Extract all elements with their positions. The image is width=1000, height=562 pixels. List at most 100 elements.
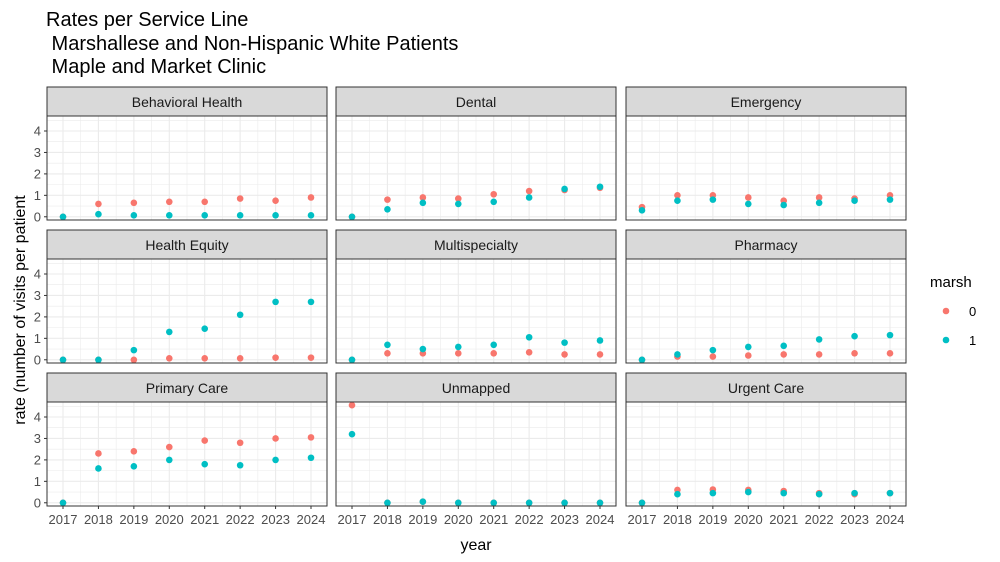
panel-border	[46, 115, 328, 221]
x-tick-label: 2020	[734, 512, 763, 527]
data-point-series-1	[59, 213, 67, 221]
data-point-series-1	[490, 198, 498, 206]
data-point-series-0	[272, 354, 279, 361]
data-point-series-0	[165, 443, 173, 451]
data-point-series-1	[780, 342, 788, 350]
data-point-series-1	[815, 336, 823, 343]
data-point-series-0	[886, 350, 894, 357]
data-point-series-1	[596, 337, 604, 344]
facet-strip	[625, 229, 907, 260]
data-point-series-1	[744, 343, 752, 351]
data-point-series-1	[384, 341, 391, 349]
data-point-series-0	[490, 190, 498, 198]
data-point-series-0	[454, 195, 462, 202]
data-point-series-1	[674, 197, 681, 205]
data-point-series-1	[638, 356, 646, 364]
data-point-series-1	[384, 499, 391, 507]
x-tick-label: 2021	[769, 512, 798, 527]
data-point-series-0	[201, 437, 209, 444]
data-point-series-1	[709, 346, 717, 354]
legend-item: 0	[942, 304, 976, 319]
data-point-series-1	[744, 200, 752, 208]
x-tick-label: 2021	[190, 512, 219, 527]
data-point-series-1	[201, 211, 209, 219]
data-point-series-0	[815, 351, 823, 358]
facet-strip-label: Dental	[456, 94, 496, 110]
data-point-series-0	[384, 350, 391, 357]
data-point-series-1	[236, 461, 244, 469]
data-point-series-1	[130, 211, 138, 219]
data-point-series-1	[130, 346, 138, 354]
data-point-series-1	[780, 489, 788, 497]
data-point-series-1	[95, 356, 102, 364]
data-point-series-1	[744, 488, 752, 496]
panel-border	[625, 115, 907, 221]
x-tick-label: 2019	[408, 512, 437, 527]
data-point-series-1	[307, 298, 315, 306]
legend-title: marsh	[930, 274, 972, 291]
legend: marsh 0 1	[930, 274, 976, 348]
facet-strip-label: Multispecialty	[434, 237, 518, 253]
data-point-series-0	[815, 194, 823, 201]
panel-border	[625, 258, 907, 364]
x-tick-label: 2018	[84, 512, 113, 527]
data-point-series-1	[674, 351, 681, 358]
facet-strip-label: Behavioral Health	[132, 94, 243, 110]
x-tick-label: 2018	[663, 512, 692, 527]
y-tick-label: 4	[34, 410, 41, 425]
x-tick-label: 2017	[338, 512, 367, 527]
y-tick-label: 2	[34, 452, 41, 467]
data-point-series-0	[201, 198, 209, 206]
data-point-series-1	[596, 183, 604, 191]
data-point-series-1	[307, 211, 315, 219]
facet-strip-label: Primary Care	[146, 380, 229, 396]
data-point-series-0	[307, 434, 315, 441]
chart-title: Rates per Service Line Marshallese and N…	[46, 9, 458, 78]
data-point-series-1	[561, 499, 568, 507]
x-tick-label: 2017	[49, 512, 78, 527]
data-point-series-0	[130, 199, 138, 207]
data-point-series-1	[851, 332, 858, 340]
data-point-series-0	[744, 352, 752, 359]
y-tick-label: 3	[34, 145, 41, 160]
data-point-series-1	[236, 211, 244, 219]
y-tick-label: 1	[34, 188, 41, 203]
y-tick-label: 4	[34, 124, 41, 139]
data-point-series-1	[59, 499, 67, 507]
data-point-series-1	[201, 460, 209, 468]
data-point-series-1	[454, 343, 462, 351]
facet-strip	[625, 86, 907, 117]
facet-panels: Behavioral Health 0 1 2 3 4 Dental Emergency Hea…	[34, 86, 907, 527]
data-point-series-1	[886, 196, 894, 203]
panel-border	[335, 258, 617, 364]
x-tick-label: 2019	[119, 512, 148, 527]
x-tick-label: 2024	[876, 512, 905, 527]
data-point-series-1	[236, 311, 244, 319]
data-point-series-0	[236, 354, 244, 362]
x-tick-label: 2022	[515, 512, 544, 527]
facet-panel: Urgent Care 2017 2018 2019 2020 2021 2022 2023 2…	[625, 372, 907, 527]
data-point-series-1	[490, 499, 498, 507]
x-axis-title: year	[460, 537, 492, 554]
data-point-series-1	[419, 199, 427, 207]
data-point-series-1	[348, 430, 356, 438]
facet-strip-label: Emergency	[731, 94, 802, 110]
data-point-series-1	[596, 499, 604, 507]
legend-key-series-0	[942, 307, 950, 315]
y-tick-label: 2	[34, 166, 41, 181]
data-point-series-0	[236, 439, 244, 447]
data-point-series-1	[851, 489, 858, 497]
data-point-series-0	[561, 351, 568, 358]
panel-border	[335, 115, 617, 221]
data-point-series-0	[525, 187, 533, 195]
facet-strip-label: Pharmacy	[734, 237, 797, 253]
data-point-series-1	[130, 463, 138, 470]
data-point-series-1	[851, 197, 858, 205]
facet-strip	[625, 372, 907, 403]
x-tick-label: 2022	[226, 512, 255, 527]
data-point-series-1	[886, 331, 894, 339]
data-point-series-1	[674, 490, 681, 498]
data-point-series-0	[348, 401, 356, 409]
chart-title-line: Maple and Market Clinic	[46, 56, 266, 78]
data-point-series-0	[201, 354, 209, 362]
